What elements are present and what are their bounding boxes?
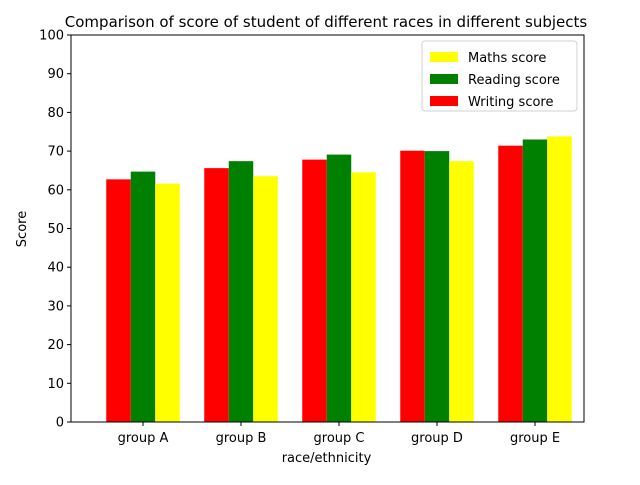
bar-reading-score-2 — [326, 154, 352, 422]
y-tick-label: 80 — [47, 106, 64, 121]
bar-maths-score-2 — [351, 172, 376, 422]
bar-reading-score-1 — [228, 161, 254, 422]
bar-writing-score-4 — [498, 145, 523, 422]
bars-layer — [106, 136, 572, 423]
y-tick-label: 0 — [56, 416, 64, 431]
x-tick-label: group D — [411, 431, 463, 446]
x-tick-label: group C — [314, 431, 365, 446]
x-tick-label: group B — [216, 431, 267, 446]
chart-title: Comparison of score of student of differ… — [65, 13, 588, 31]
bar-maths-score-3 — [449, 161, 474, 422]
bar-reading-score-4 — [522, 139, 548, 423]
bar-reading-score-3 — [424, 151, 450, 422]
y-tick-label: 90 — [47, 67, 64, 82]
legend-swatch — [430, 74, 458, 84]
bar-maths-score-0 — [155, 183, 180, 422]
plot-frame — [70, 34, 585, 423]
y-tick-label: 100 — [39, 29, 64, 44]
y-tick-label: 60 — [47, 183, 64, 198]
legend-label: Writing score — [468, 95, 554, 110]
y-axis-label: Score — [15, 211, 30, 247]
bar-writing-score-1 — [204, 168, 229, 422]
bar-maths-score-4 — [547, 136, 572, 422]
y-tick-label: 50 — [47, 222, 64, 237]
legend-box — [421, 40, 578, 112]
legend-label: Maths score — [468, 51, 546, 66]
legend: Maths score Reading score Writing score — [421, 40, 578, 112]
legend-label: Reading score — [468, 73, 560, 88]
legend-swatch — [430, 96, 458, 106]
bar-writing-score-0 — [106, 179, 131, 422]
ticks-layer: 0 10 20 30 40 50 60 70 80 90 100 group A group B grou… — [39, 29, 560, 447]
y-tick-label: 20 — [47, 338, 64, 353]
legend-swatch — [430, 52, 458, 62]
y-tick-label: 70 — [47, 145, 64, 160]
x-axis-label: race/ethnicity — [282, 451, 372, 466]
bar-writing-score-2 — [302, 159, 327, 423]
bar-writing-score-3 — [400, 150, 425, 422]
x-tick-label: group A — [118, 431, 169, 446]
y-tick-label: 30 — [47, 299, 64, 314]
y-tick-label: 10 — [47, 377, 64, 392]
bar-maths-score-1 — [253, 176, 278, 422]
bar-reading-score-0 — [130, 171, 156, 422]
x-tick-label: group E — [510, 431, 560, 446]
y-tick-label: 40 — [47, 261, 64, 276]
